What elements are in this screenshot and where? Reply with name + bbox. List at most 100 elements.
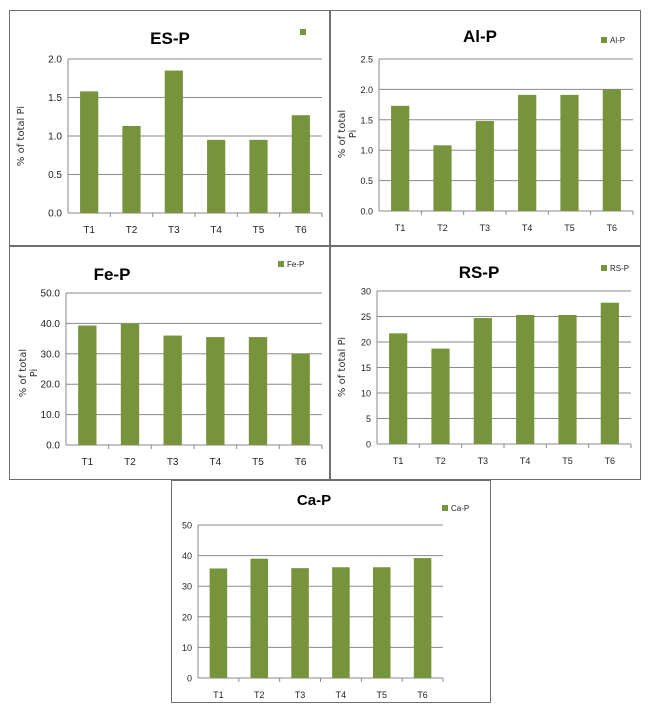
cap-y-tick-label: 40 <box>182 551 192 561</box>
esp-x-tick-label: T4 <box>210 225 222 236</box>
esp-x-tick-label: T6 <box>295 225 307 236</box>
esp-bar-t5 <box>249 139 268 213</box>
chart-panel-rs-p: RS-P RS-P 0 5 10 15 20 25 30 T1 T2 T3 T4 T5 T6 % of tot… <box>330 246 641 480</box>
esp-y-axis-label: % of total Pi <box>16 106 27 166</box>
cap-y-tick-label: 20 <box>182 612 192 622</box>
fep-bar-t1 <box>78 325 97 445</box>
cap-x-tick-label: T5 <box>376 690 387 700</box>
fep-x-tick-label: T5 <box>252 457 264 468</box>
alp-bar-t2 <box>433 145 452 211</box>
rsp-x-tick-label: T3 <box>478 456 489 466</box>
fep-x-tick-label: T2 <box>124 457 136 468</box>
esp-x-tick-label: T5 <box>253 225 265 236</box>
fep-x-tick-label: T6 <box>295 457 307 468</box>
fep-bar-t6 <box>291 353 310 445</box>
cap-x-tick-label: T2 <box>254 690 265 700</box>
esp-bar-t4 <box>207 139 226 213</box>
esp-bar-t3 <box>164 70 183 213</box>
rsp-y-tick-label: 25 <box>361 312 371 322</box>
fep-y-tick-label: 30.0 <box>41 349 61 360</box>
cap-bar-t6 <box>413 558 432 678</box>
rsp-x-tick-label: T2 <box>435 456 446 466</box>
cap-bar-t4 <box>332 567 350 678</box>
alp-y-tick-label: 0.5 <box>360 176 373 186</box>
fep-bar-t2 <box>120 323 140 445</box>
rsp-bar-t1 <box>389 333 408 444</box>
fep-x-tick-label: T3 <box>167 457 179 468</box>
fep-y-tick-label: 0.0 <box>46 441 60 452</box>
rsp-y-tick-label: 15 <box>361 363 371 373</box>
fep-bar-t5 <box>248 337 268 445</box>
fep-y-tick-label: 10.0 <box>41 410 61 421</box>
alp-x-tick-label: T2 <box>437 223 448 233</box>
rsp-legend-swatch <box>601 265 607 271</box>
cap-x-tick-label: T3 <box>295 690 306 700</box>
cap-x-tick-label: T1 <box>213 690 224 700</box>
rsp-bar-t5 <box>558 314 577 444</box>
fep-y-axis-label: % of totalPi <box>18 349 40 397</box>
alp-y-axis-label: % of totalPi <box>337 110 359 158</box>
esp-y-tick-label: 2.0 <box>48 55 62 66</box>
cap-bar-t1 <box>209 568 228 678</box>
rsp-y-tick-label: 0 <box>366 440 371 450</box>
alp-y-tick-label: 1.0 <box>360 146 373 156</box>
cap-y-tick-label: 30 <box>182 582 192 592</box>
rsp-x-tick-label: T4 <box>520 456 531 466</box>
fep-y-tick-label: 40.0 <box>41 319 61 330</box>
rsp-x-tick-label: T1 <box>393 456 404 466</box>
alp-legend-swatch <box>601 37 607 43</box>
esp-bar-t1 <box>80 91 99 213</box>
esp-x-tick-label: T3 <box>168 225 180 236</box>
esp-bar-t2 <box>122 125 141 213</box>
esp-y-tick-label: 0.5 <box>48 170 62 181</box>
chart-panel-fe-p: Fe-P Fe-P 0.0 10.0 20.0 30.0 40.0 50.0 T1 T2 T3 T4 T… <box>9 246 330 480</box>
esp-y-tick-label: 1.5 <box>48 93 62 104</box>
rsp-x-tick-label: T5 <box>562 456 573 466</box>
alp-y-tick-label: 2.0 <box>360 85 373 95</box>
fep-y-tick-label: 20.0 <box>41 380 61 391</box>
chart-panel-es-p: ES-P 0.0 0.5 1.0 1.5 2.0 T1 T2 T3 T4 T5 T6 % of tota… <box>9 10 330 246</box>
rsp-x-tick-label: T6 <box>605 456 616 466</box>
alp-legend-label: Al-P <box>610 36 625 45</box>
rsp-y-axis-label: % of total Pi <box>337 337 348 397</box>
rsp-bar-t6 <box>600 302 619 444</box>
alp-x-tick-label: T6 <box>607 223 618 233</box>
alp-y-tick-label: 0.0 <box>360 207 373 217</box>
fep-x-tick-label: T4 <box>209 457 221 468</box>
alp-x-tick-label: T1 <box>395 223 406 233</box>
cap-bar-t2 <box>250 558 269 678</box>
rsp-y-tick-label: 5 <box>366 414 371 424</box>
esp-y-tick-label: 0.0 <box>48 209 62 220</box>
esp-y-tick-label: 1.0 <box>48 132 62 143</box>
fep-x-tick-label: T1 <box>81 457 93 468</box>
rs-p-chart-svg: RS-P RS-P 0 5 10 15 20 25 30 T1 T2 T3 T4 T5 T6 % of tot… <box>337 263 632 466</box>
rsp-bar-t2 <box>431 348 450 444</box>
fep-legend-label: Fe-P <box>287 260 304 269</box>
chart-panel-al-p: Al-P Al-P 0.0 0.5 1.0 1.5 2.0 2.5 T1 T2 T3 T4 T5 T6 % … <box>330 10 641 246</box>
ca-p-chart-svg: Ca-P Ca-P 0 10 20 30 40 50 T1 T2 T3 T4 T5 T6 <box>182 492 469 700</box>
cap-legend-label: Ca-P <box>451 504 469 513</box>
alp-y-tick-label: 1.5 <box>360 115 373 125</box>
rsp-legend-label: RS-P <box>610 264 629 273</box>
alp-chart-title: Al-P <box>463 27 497 46</box>
alp-x-tick-label: T5 <box>564 223 575 233</box>
esp-chart-title: ES-P <box>150 29 190 48</box>
rsp-chart-title: RS-P <box>459 263 500 282</box>
rsp-y-tick-label: 10 <box>361 389 371 399</box>
rsp-y-tick-label: 30 <box>361 287 371 297</box>
cap-y-tick-label: 0 <box>187 674 192 684</box>
rsp-bar-t3 <box>473 318 492 444</box>
cap-bar-t3 <box>291 568 309 678</box>
esp-bar-t6 <box>291 115 310 213</box>
cap-x-tick-label: T4 <box>336 690 347 700</box>
cap-legend-swatch <box>442 505 448 511</box>
fe-p-chart-svg: Fe-P Fe-P 0.0 10.0 20.0 30.0 40.0 50.0 T1 T2 T3 T4 T… <box>18 260 323 468</box>
cap-y-tick-label: 10 <box>182 643 192 653</box>
alp-bar-t5 <box>560 94 579 211</box>
esp-legend-swatch <box>300 29 306 35</box>
fep-chart-title: Fe-P <box>94 265 131 284</box>
fep-bar-t4 <box>206 337 225 445</box>
cap-bar-t5 <box>372 567 391 678</box>
esp-x-tick-label: T1 <box>83 225 95 236</box>
cap-x-tick-label: T6 <box>417 690 428 700</box>
